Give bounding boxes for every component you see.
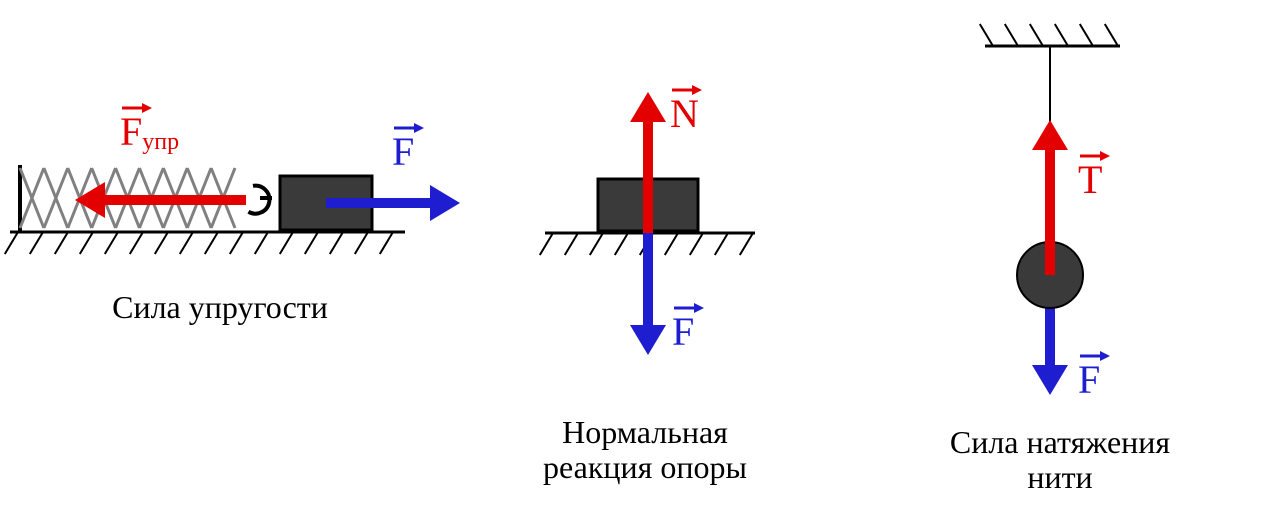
label-F-normal: F	[672, 300, 704, 355]
label-T: T	[1078, 148, 1110, 203]
label-F-tension: F	[1078, 348, 1110, 403]
label-F-spring: F	[392, 120, 424, 175]
physics-forces-diagram: { "canvas": { "width": 1261, "height": 5…	[0, 0, 1261, 520]
caption-tension: Сила натяжения нити	[870, 425, 1250, 495]
label-Fupr: Fупр	[120, 100, 179, 156]
caption-spring: Сила упругости	[40, 290, 400, 325]
caption-normal: Нормальная реакция опоры	[475, 415, 815, 485]
label-N: N	[670, 82, 702, 137]
